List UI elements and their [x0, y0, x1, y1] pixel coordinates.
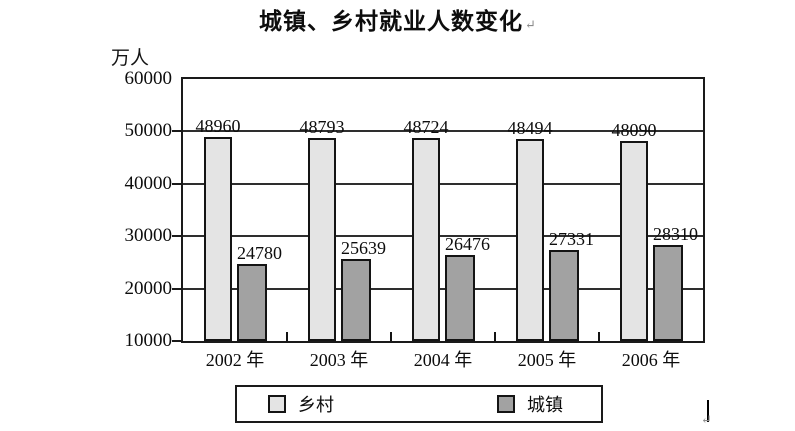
x-axis-tick-mark — [286, 332, 288, 341]
legend: 乡村 城镇 — [235, 385, 603, 423]
urban-bar — [341, 259, 371, 341]
legend-item: 乡村 — [268, 387, 334, 421]
chart-title: 城镇、乡村就业人数变化 — [259, 9, 524, 34]
return-mark-icon: ↵ — [701, 412, 712, 427]
y-axis-tick-mark — [172, 182, 183, 185]
rural-bar — [308, 137, 336, 341]
legend-swatch-icon — [268, 395, 286, 413]
urban-bar-value-label: 26476 — [445, 233, 490, 254]
y-axis-tick-label: 10000 — [124, 330, 173, 351]
rural-bar — [204, 136, 232, 341]
rural-bar-value-label: 48724 — [403, 117, 449, 138]
return-mark-icon: ↵ — [525, 17, 536, 33]
gridline — [183, 235, 703, 238]
x-axis-category-label: 2005 年 — [517, 350, 577, 370]
urban-bar — [445, 254, 475, 341]
x-axis-tick-mark — [494, 332, 496, 341]
rural-bar — [620, 141, 648, 341]
y-axis-tick-label: 50000 — [124, 120, 173, 142]
urban-bar-value-label: 25639 — [341, 238, 386, 259]
rural-bar-value-label: 48793 — [299, 116, 345, 137]
plot-area: 48960 24780 48793 25639 48724 26476 48494 27331… — [181, 77, 705, 343]
urban-bar — [549, 250, 579, 341]
rural-bar-value-label: 48494 — [507, 118, 553, 139]
legend-item: 城镇 — [497, 387, 563, 421]
x-axis-category-label: 2004 年 — [413, 350, 473, 370]
y-axis-tick-label: 30000 — [124, 225, 173, 247]
rural-bar — [412, 138, 440, 341]
x-axis-category-label: 2003 年 — [309, 350, 369, 370]
urban-bar-value-label: 24780 — [237, 242, 282, 263]
urban-bar — [653, 245, 683, 341]
gridline — [183, 182, 703, 185]
x-axis-category-label: 2002 年 — [205, 350, 265, 370]
x-axis-tick-mark — [598, 332, 600, 341]
y-axis-tick-label: 40000 — [124, 172, 173, 194]
urban-bar-value-label: 27331 — [549, 229, 594, 250]
gridline — [183, 130, 703, 133]
y-axis-tick-label: 60000 — [124, 68, 173, 89]
y-axis-tick-mark — [172, 287, 183, 290]
urban-bar-value-label: 28310 — [653, 224, 698, 245]
y-axis-unit-label: 万人 — [111, 48, 150, 69]
rural-bar-value-label: 48090 — [611, 120, 657, 141]
chart-title-row: 城镇、乡村就业人数变化 ↵ — [0, 2, 795, 36]
rural-bar — [516, 139, 544, 341]
legend-label: 城镇 — [527, 395, 563, 415]
text-cursor — [707, 400, 709, 422]
gridline — [183, 287, 703, 290]
urban-bar — [237, 263, 267, 341]
x-axis-tick-mark — [390, 332, 392, 341]
y-axis-tick-mark — [172, 235, 183, 238]
legend-swatch-icon — [497, 395, 515, 413]
y-axis-tick-mark — [172, 130, 183, 133]
y-axis-tick-mark — [172, 340, 183, 342]
rural-bar-value-label: 48960 — [195, 115, 241, 136]
y-axis-tick-label: 20000 — [124, 277, 173, 299]
legend-label: 乡村 — [298, 395, 334, 415]
x-axis-category-label: 2006 年 — [621, 350, 681, 370]
